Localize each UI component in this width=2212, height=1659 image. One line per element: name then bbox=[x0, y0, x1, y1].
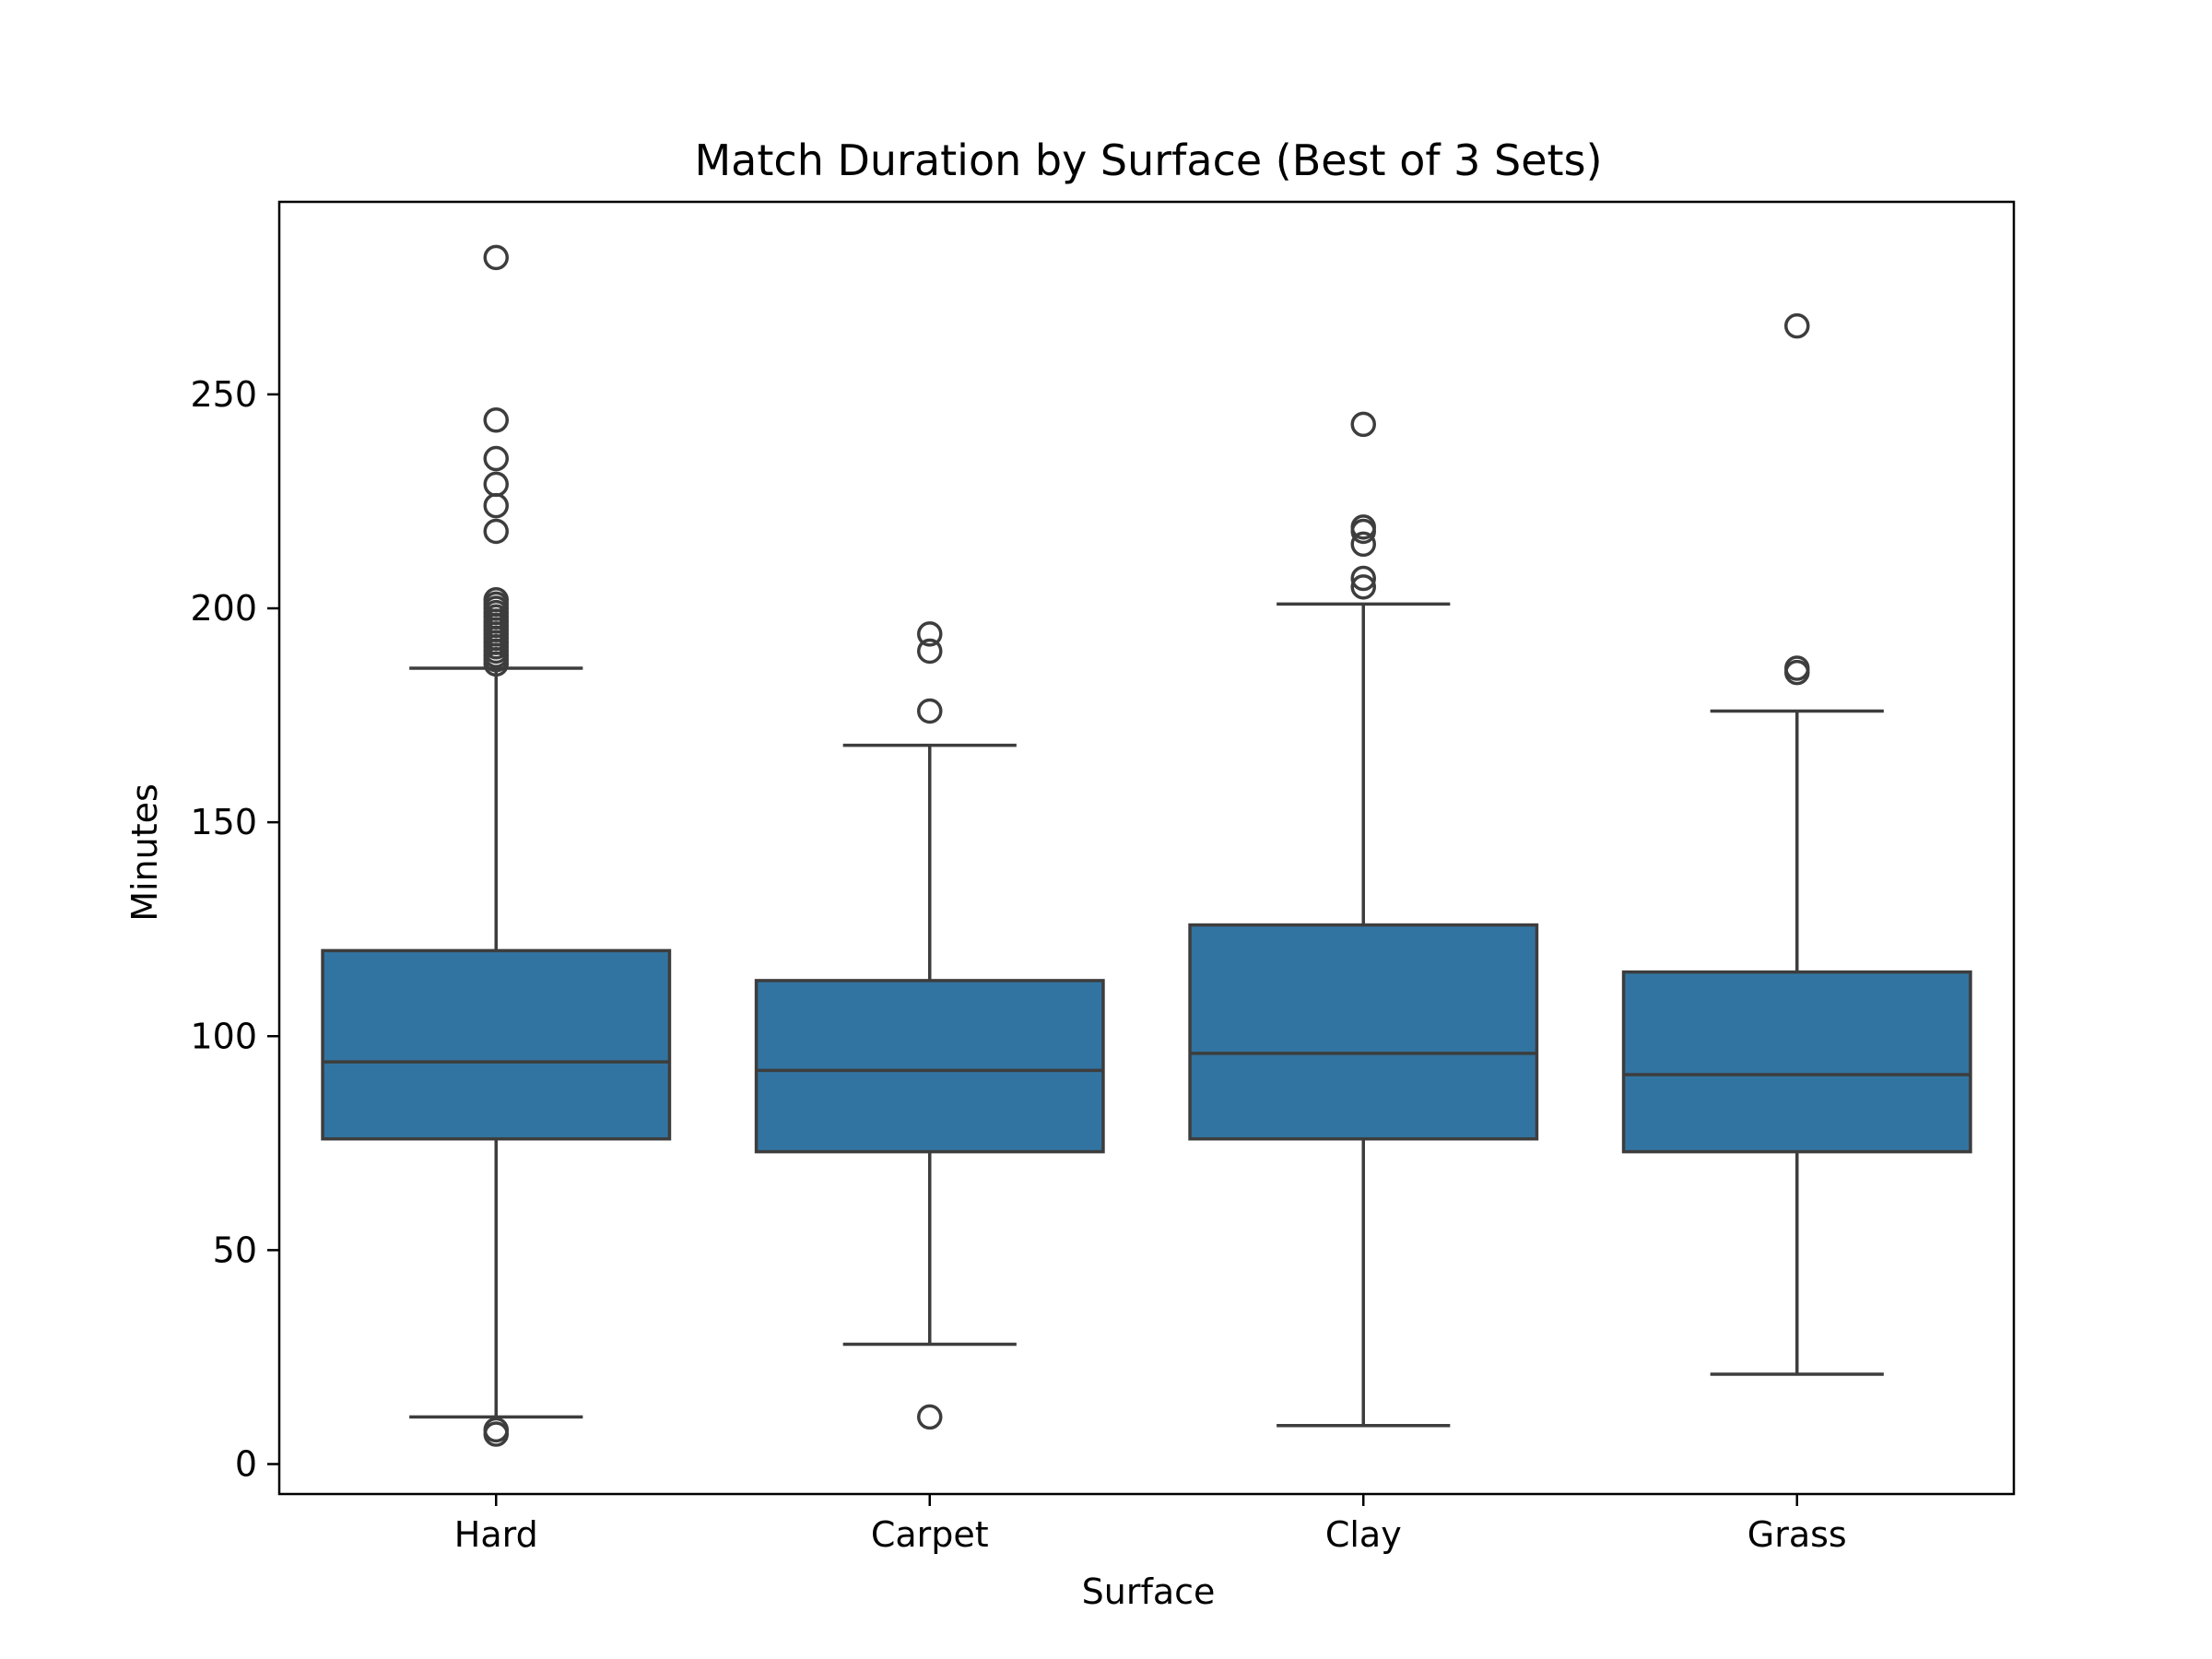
outlier-point bbox=[1784, 312, 1810, 339]
outlier-point bbox=[1784, 655, 1810, 681]
outlier-point bbox=[1350, 514, 1376, 540]
box-group-clay bbox=[1188, 411, 1539, 1428]
outlier-point bbox=[483, 407, 509, 433]
y-tick-label: 150 bbox=[190, 802, 257, 842]
box-group-carpet bbox=[754, 621, 1105, 1430]
plot-frame bbox=[277, 200, 2016, 1496]
outlier-point bbox=[483, 244, 509, 271]
y-tick-label: 100 bbox=[190, 1016, 257, 1056]
y-tick-label: 250 bbox=[190, 374, 257, 415]
outlier-point bbox=[917, 698, 943, 724]
y-tick-label: 200 bbox=[190, 588, 257, 629]
outlier-point bbox=[483, 586, 509, 613]
iqr-box bbox=[754, 979, 1105, 1154]
x-tick-label: Clay bbox=[1325, 1514, 1402, 1555]
outlier-point bbox=[917, 1404, 943, 1430]
y-axis-label: Minutes bbox=[124, 783, 165, 922]
iqr-box bbox=[321, 948, 672, 1141]
y-tick-label: 0 bbox=[235, 1444, 257, 1485]
outlier-point bbox=[1350, 531, 1376, 558]
outlier-point bbox=[917, 621, 943, 647]
x-tick-label: Grass bbox=[1747, 1514, 1847, 1555]
outlier-point bbox=[483, 518, 509, 545]
chart-title: Match Duration by Surface (Best of 3 Set… bbox=[694, 135, 1602, 185]
box-group-grass bbox=[1621, 312, 1972, 1376]
outlier-point bbox=[483, 471, 509, 498]
y-tick-label: 50 bbox=[213, 1230, 257, 1270]
outlier-point bbox=[1350, 411, 1376, 438]
iqr-box bbox=[1188, 923, 1539, 1141]
outlier-point bbox=[1350, 574, 1376, 600]
box-group-hard bbox=[321, 244, 672, 1447]
x-tick-label: Hard bbox=[454, 1514, 538, 1555]
outlier-point bbox=[1350, 565, 1376, 592]
x-tick-label: Carpet bbox=[871, 1514, 989, 1555]
outlier-point bbox=[483, 1417, 509, 1443]
plot-area: Hard Carpet Clay Grass 0 50 100 150 200 250 bbox=[190, 200, 2016, 1555]
iqr-box bbox=[1621, 970, 1972, 1154]
outlier-point bbox=[483, 492, 509, 519]
x-axis-label: Surface bbox=[1082, 1571, 1216, 1612]
outlier-point bbox=[917, 638, 943, 665]
outlier-point bbox=[483, 445, 509, 472]
